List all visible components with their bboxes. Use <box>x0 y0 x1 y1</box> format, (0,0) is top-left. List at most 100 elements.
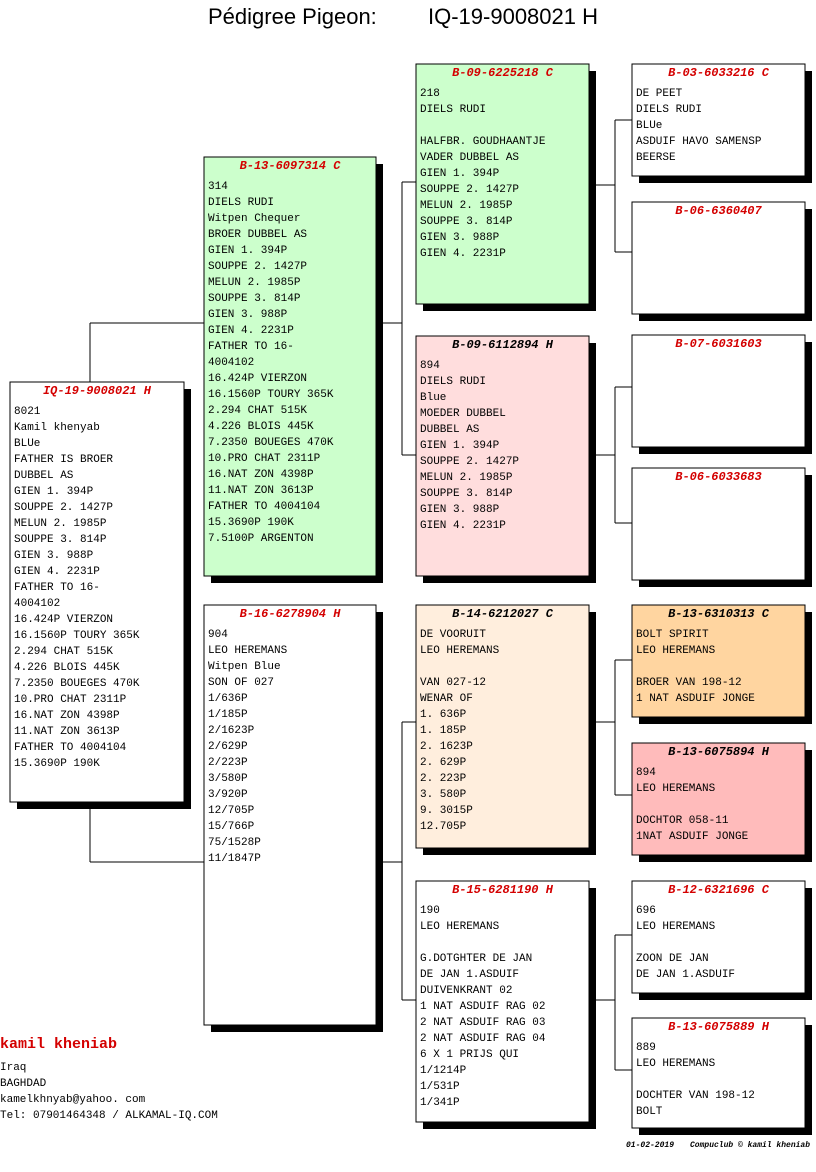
ring-number: B-06-6360407 <box>675 204 762 218</box>
box <box>415 335 590 577</box>
box-line: 2/629P <box>208 741 248 753</box>
box <box>203 604 377 1026</box>
pigeon-box: B-06-6360407 <box>631 201 812 321</box>
box-line: 16.NAT ZON 4398P <box>208 469 314 481</box>
box-line: 10.PRO CHAT 2311P <box>14 694 127 706</box>
box-line: VADER DUBBEL AS <box>420 152 519 164</box>
ring-number: IQ-19-9008021 H <box>43 384 152 398</box>
box-line: LEO HEREMANS <box>636 921 716 933</box>
box-line: 4.226 BLOIS 445K <box>14 662 120 674</box>
pigeon-box: B-06-6033683 <box>631 467 812 587</box>
ring-number: B-14-6212027 C <box>452 607 554 621</box>
box-line: 15.3690P 190K <box>208 517 294 529</box>
ring-number: B-13-6075889 H <box>668 1020 770 1034</box>
box-line: 7.2350 BOUEGES 470K <box>208 437 334 449</box>
breeder-line: BAGHDAD <box>0 1078 47 1090</box>
box-line: 9. 3015P <box>420 805 473 817</box>
box-line: GIEN 3. 988P <box>420 504 500 516</box>
box-line: DE JAN 1.ASDUIF <box>636 969 735 981</box>
box-line: 4004102 <box>14 598 60 610</box>
box <box>415 63 590 305</box>
box-line: GIEN 3. 988P <box>208 309 288 321</box>
ring-number: B-12-6321696 C <box>668 883 770 897</box>
box <box>631 201 806 315</box>
box-line: HALFBR. GOUDHAANTJE <box>420 136 546 148</box>
box-line: MELUN 2. 1985P <box>14 518 107 530</box>
box-line: 16.424P VIERZON <box>14 614 113 626</box>
box-line: BLUe <box>636 120 662 132</box>
page-ring: IQ-19-9008021 H <box>428 4 598 29</box>
box-line: SON OF 027 <box>208 677 274 689</box>
box-line: GIEN 4. 2231P <box>14 566 100 578</box>
box-line: 11.NAT ZON 3613P <box>208 485 314 497</box>
box-line: FATHER TO 4004104 <box>14 742 127 754</box>
box-line: 2.294 CHAT 515K <box>14 646 113 658</box>
box-line: GIEN 4. 2231P <box>420 248 506 260</box>
box-line: GIEN 1. 394P <box>420 168 500 180</box>
box-line: FATHER TO 4004104 <box>208 501 321 513</box>
box-line: Witpen Chequer <box>208 213 300 225</box>
connectors <box>89 119 632 1071</box>
ring-number: B-15-6281190 H <box>452 883 554 897</box>
box-line: FATHER IS BROER <box>14 454 113 466</box>
box <box>631 1017 806 1129</box>
box-line: FATHER TO 16- <box>208 341 294 353</box>
box-line: 1/531P <box>420 1081 460 1093</box>
box-line: 16.424P VIERZON <box>208 373 307 385</box>
box-line: 1/185P <box>208 709 248 721</box>
ring-number: B-13-6310313 C <box>668 607 770 621</box>
pigeon-box: B-07-6031603 <box>631 334 812 454</box>
box-line: DOCHTOR 058-11 <box>636 815 729 827</box>
box-line: DIELS RUDI <box>420 376 486 388</box>
box-line: LEO HEREMANS <box>636 645 716 657</box>
box-line: 11.NAT ZON 3613P <box>14 726 120 738</box>
box-line: FATHER TO 16- <box>14 582 100 594</box>
pigeon-box: B-09-6112894 H 894 DIELS RUDI Blue MOEDER DU… <box>415 335 596 583</box>
box-line: 1. 185P <box>420 725 467 737</box>
box-line: 1 NAT ASDUIF RAG 02 <box>420 1001 545 1013</box>
box-line: 314 <box>208 181 228 193</box>
box-line: MELUN 2. 1985P <box>420 472 513 484</box>
box <box>631 334 806 448</box>
box-line: 1. 636P <box>420 709 467 721</box>
box-line: BROER VAN 198-12 <box>636 677 742 689</box>
box-line: 1/1214P <box>420 1065 467 1077</box>
box-line: Kamil khenyab <box>14 422 100 434</box>
box-line: 894 <box>420 360 440 372</box>
box-line: 12.705P <box>420 821 467 833</box>
box-line: LEO HEREMANS <box>420 645 500 657</box>
box <box>631 467 806 581</box>
breeder-name: kamil kheniab <box>0 1036 117 1053</box>
box-line: 4.226 BLOIS 445K <box>208 421 314 433</box>
box-line: MELUN 2. 1985P <box>208 277 301 289</box>
box-line: SOUPPE 2. 1427P <box>420 184 519 196</box>
box-line: BEERSE <box>636 152 676 164</box>
box-line: 2/223P <box>208 757 248 769</box>
pigeon-box: B-12-6321696 C 696 LEO HEREMANS ZOON DE JAN… <box>631 880 812 1000</box>
box-line: 1/341P <box>420 1097 460 1109</box>
footer-date: 01-02-2019 <box>626 1141 674 1150</box>
box-line: DUBBEL AS <box>14 470 74 482</box>
box-line: LEO HEREMANS <box>208 645 288 657</box>
box-line: DIELS RUDI <box>636 104 702 116</box>
box <box>631 742 806 856</box>
box-line: GIEN 1. 394P <box>208 245 288 257</box>
box-line: 3. 580P <box>420 789 467 801</box>
pigeon-box: B-16-6278904 H 904 LEO HEREMANS Witpen Blue… <box>203 604 383 1032</box>
box-line: MOEDER DUBBEL <box>420 408 506 420</box>
pigeon-box: B-14-6212027 C DE VOORUIT LEO HEREMANS VAN … <box>415 604 596 855</box>
breeder-info: Iraq BAGHDAD kamelkhnyab@yahoo. com Tel: 07… <box>0 1062 218 1122</box>
box-line: 889 <box>636 1042 656 1054</box>
box-line: 15.3690P 190K <box>14 758 100 770</box>
box-line: SOUPPE 3. 814P <box>420 216 513 228</box>
box-line: ASDUIF HAVO SAMENSP <box>636 136 762 148</box>
pigeon-box: B-03-6033216 C DE PEET DIELS RUDI BLUe ASDUI… <box>631 63 812 183</box>
box-line: 2. 629P <box>420 757 467 769</box>
box-line: GIEN 1. 394P <box>420 440 500 452</box>
box-line: 15/766P <box>208 821 255 833</box>
ring-number: B-03-6033216 C <box>668 66 770 80</box>
pigeon-box: B-15-6281190 H 190 LEO HEREMANS G.DOTGHTER … <box>415 880 596 1129</box>
box-line: DE PEET <box>636 88 683 100</box>
box-line: DUIVENKRANT 02 <box>420 985 512 997</box>
